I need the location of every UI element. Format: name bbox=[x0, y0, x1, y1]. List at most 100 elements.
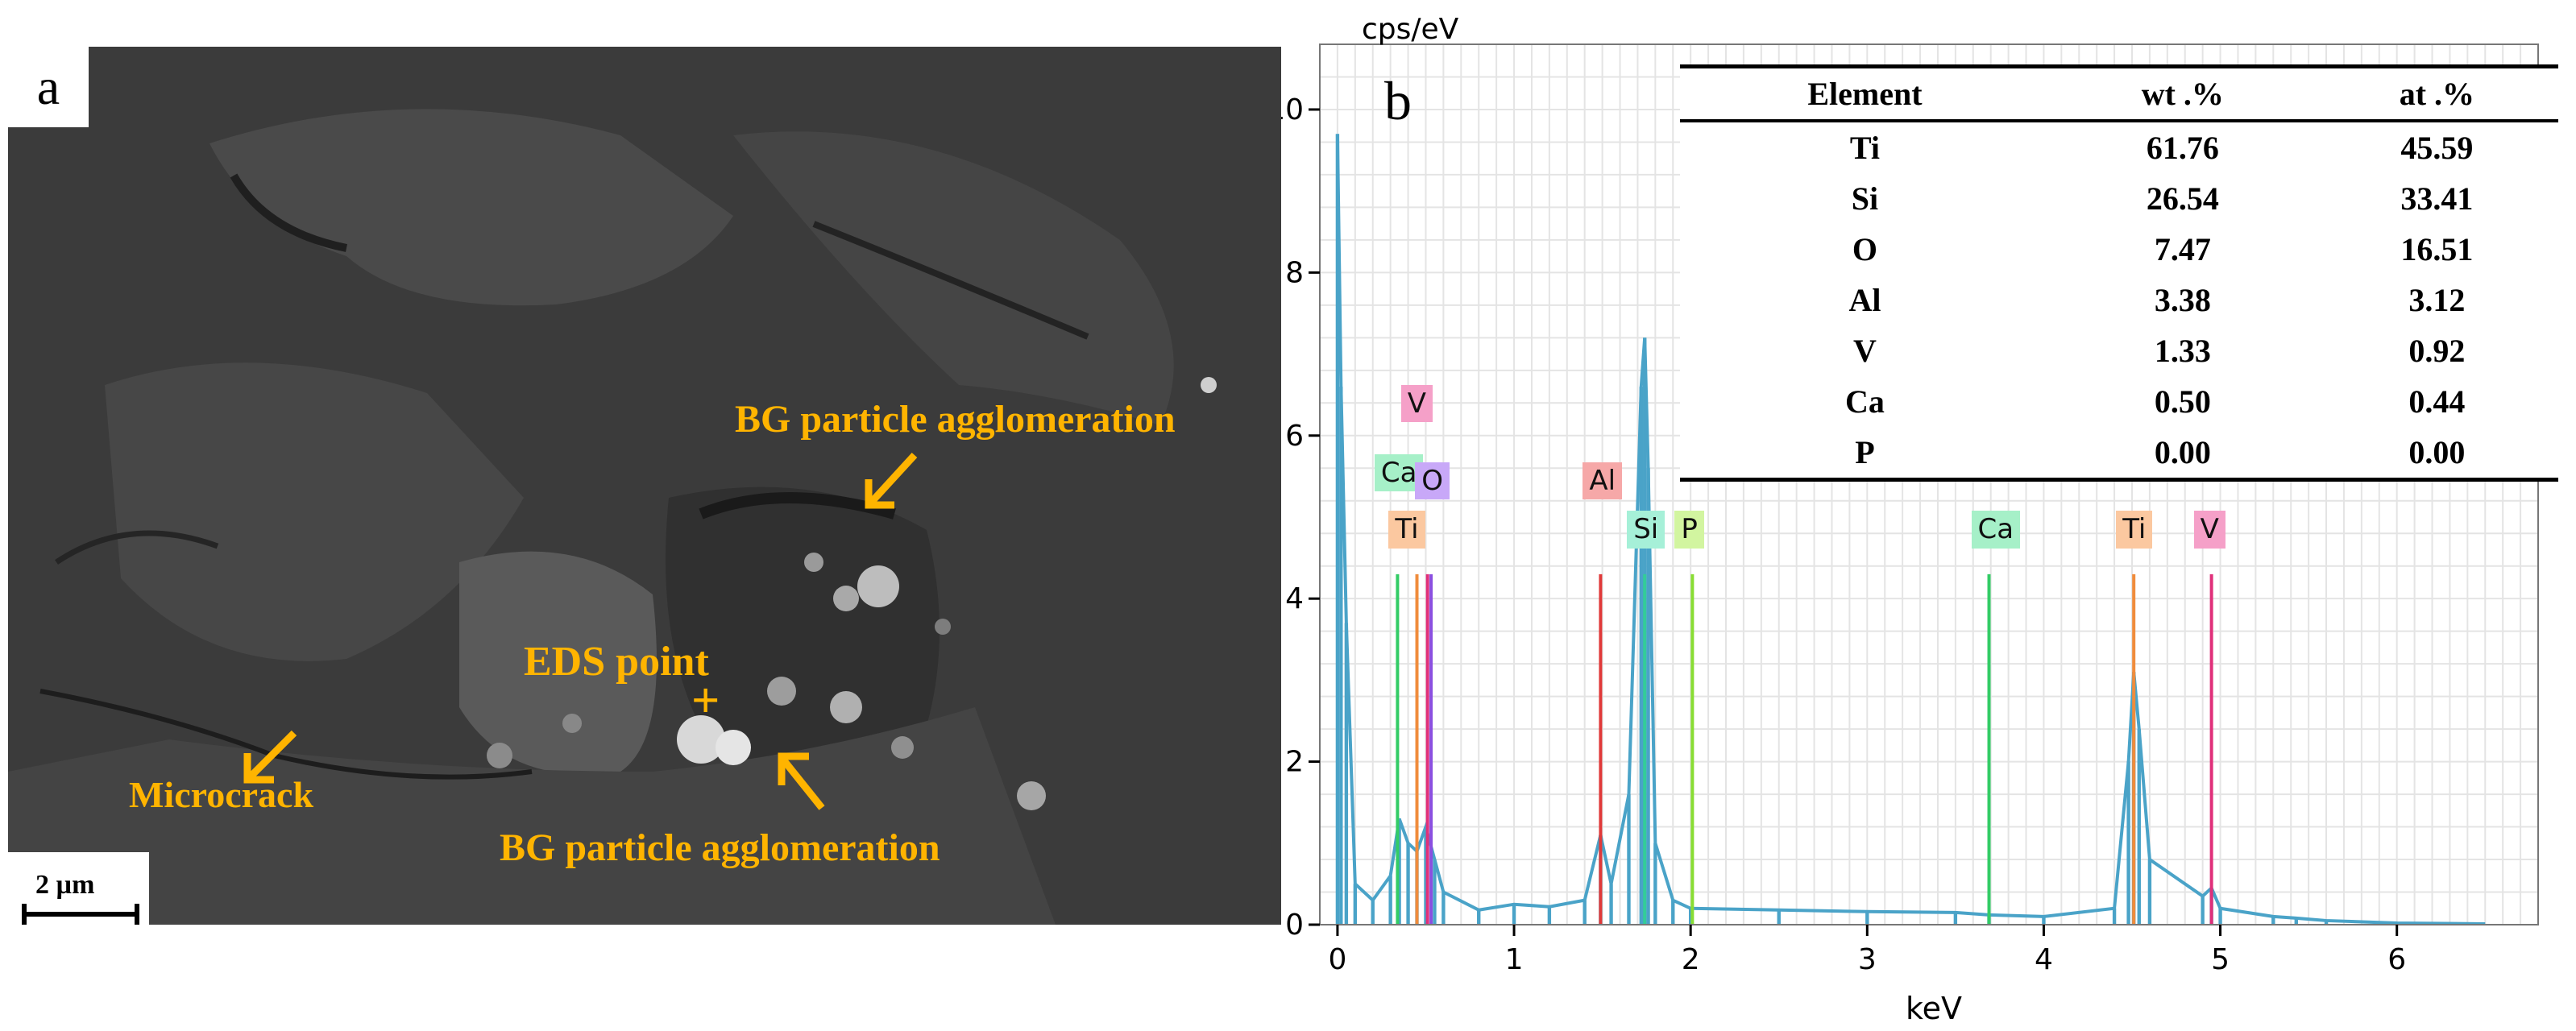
table-row: Ca 0.50 0.44 bbox=[1680, 376, 2558, 427]
table-row: Si 26.54 33.41 bbox=[1680, 173, 2558, 224]
spectrum-bar bbox=[1653, 843, 1657, 925]
spectrum-bar bbox=[1639, 387, 1644, 925]
spectrum-bar bbox=[2147, 859, 2152, 925]
wt-cell: 0.00 bbox=[2154, 434, 2211, 470]
eds-point-crosshair: + bbox=[691, 673, 720, 728]
element-tag-ti: Ti bbox=[1388, 511, 1425, 549]
x-axis-label: keV bbox=[1906, 991, 1962, 1026]
spectrum-bar bbox=[1583, 900, 1587, 925]
element-tag-v: V bbox=[2193, 511, 2225, 549]
x-tick-label: 2 bbox=[1682, 943, 1700, 976]
spectrum-bar bbox=[1388, 876, 1392, 925]
arrow-icon-top bbox=[865, 452, 918, 509]
spectrum-bar bbox=[1353, 884, 1358, 925]
spectrum-bar bbox=[2042, 916, 2046, 925]
spectrum-bar bbox=[1441, 892, 1446, 925]
spectrum-bar bbox=[1512, 904, 1516, 925]
y-axis-label: cps/eV bbox=[1362, 13, 1459, 46]
panel-b-letter: b bbox=[1384, 70, 1412, 131]
x-tick-label: 0 bbox=[1328, 943, 1346, 976]
element-tag-ti: Ti bbox=[2116, 511, 2153, 549]
scale-bar bbox=[22, 904, 139, 925]
spectrum-line bbox=[1335, 134, 2486, 925]
scale-bar-label: 2 µm bbox=[35, 870, 95, 900]
spectrum-bar bbox=[1865, 911, 1869, 925]
spectrum-bar bbox=[2294, 917, 2298, 925]
eds-composition-table: Element wt .% at .% Ti 61.76 45.59 Si 26.54… bbox=[1680, 64, 2558, 482]
spectrum-bar bbox=[1371, 900, 1375, 925]
plot-frame bbox=[1319, 43, 2539, 925]
element-tag-o: O bbox=[1415, 462, 1450, 500]
element-tag-al: Al bbox=[1583, 462, 1623, 500]
wt-cell: 26.54 bbox=[2146, 180, 2219, 217]
y-tick-label: 4 bbox=[1285, 582, 1304, 615]
element-cell: Al bbox=[1848, 282, 1881, 318]
spectrum-bar bbox=[1433, 859, 1437, 925]
x-tick-label: 6 bbox=[2387, 943, 2406, 976]
spectrum-bar bbox=[2271, 916, 2275, 925]
x-tick-label: 1 bbox=[1505, 943, 1524, 976]
y-tick-label: 6 bbox=[1285, 420, 1304, 453]
x-tick-label: 4 bbox=[2035, 943, 2053, 976]
spectrum-bar bbox=[1339, 387, 1343, 925]
table-row: O 7.47 16.51 bbox=[1680, 224, 2558, 275]
axis-layer: 0 1 2 3 4 5 6 0 2 4 6 8 10 bbox=[1281, 43, 2539, 976]
spectrum-bar bbox=[1344, 623, 1349, 925]
element-cell: O bbox=[1852, 231, 1877, 267]
element-cell: Ti bbox=[1849, 130, 1880, 166]
table-row: Al 3.38 3.12 bbox=[1680, 275, 2558, 325]
at-cell: 3.12 bbox=[2408, 282, 2466, 318]
spectrum-bar bbox=[2324, 920, 2329, 925]
arrow-icon-bottom bbox=[778, 752, 825, 810]
spectrum-bar bbox=[1406, 843, 1410, 925]
at-cell: 0.00 bbox=[2408, 434, 2466, 470]
spectrum-bar bbox=[1477, 909, 1481, 925]
table-row: V 1.33 0.92 bbox=[1680, 325, 2558, 376]
wt-cell: 61.76 bbox=[2146, 130, 2219, 166]
spectrum-bar bbox=[1609, 884, 1613, 925]
at-cell: 16.51 bbox=[2400, 231, 2474, 267]
column-header-element: Element bbox=[1807, 76, 1923, 112]
y-tick-label: 0 bbox=[1285, 909, 1304, 942]
spectrum-bar bbox=[1424, 826, 1428, 925]
element-cell: Ca bbox=[1845, 383, 1885, 420]
table-row: P 0.00 0.00 bbox=[1680, 427, 2558, 480]
spectrum-bar bbox=[2201, 896, 2205, 925]
spectrum-bar bbox=[1547, 906, 1552, 925]
spectrum-bar bbox=[2112, 908, 2117, 925]
element-tag-ca: Ca bbox=[1971, 511, 2021, 549]
spectrum-bar bbox=[2137, 729, 2141, 925]
y-tick-label: 10 bbox=[1281, 93, 1304, 126]
spectrum-bar bbox=[1777, 909, 1781, 925]
at-cell: 45.59 bbox=[2400, 130, 2474, 166]
panel-a-letter: a bbox=[8, 47, 89, 127]
spectrum-bar bbox=[1397, 818, 1401, 925]
spectrum-bar bbox=[2218, 908, 2222, 925]
wt-cell: 7.47 bbox=[2154, 231, 2211, 267]
at-cell: 0.44 bbox=[2408, 383, 2466, 420]
wt-cell: 1.33 bbox=[2154, 333, 2211, 369]
sem-texture bbox=[8, 47, 1281, 925]
column-header-wt: wt .% bbox=[2141, 76, 2224, 112]
wt-cell: 3.38 bbox=[2154, 282, 2211, 318]
at-cell: 33.41 bbox=[2400, 180, 2474, 217]
spectrum-bar bbox=[1627, 794, 1631, 925]
bg-agglomeration-label-bottom: BG particle agglomeration bbox=[500, 826, 940, 869]
y-tick-label: 8 bbox=[1285, 256, 1304, 289]
plot-layer bbox=[1335, 134, 2487, 925]
microcrack-label: Microcrack bbox=[129, 774, 314, 815]
at-cell: 0.92 bbox=[2408, 333, 2466, 369]
column-header-at: at .% bbox=[2399, 76, 2475, 112]
x-tick-label: 5 bbox=[2211, 943, 2230, 976]
element-cell: V bbox=[1853, 333, 1877, 369]
table-row: Ti 61.76 45.59 bbox=[1680, 121, 2558, 173]
spectrum-bar bbox=[1953, 912, 1958, 925]
x-tick-label: 3 bbox=[1858, 943, 1877, 976]
spectrum-bar bbox=[1688, 908, 1693, 925]
element-cell: P bbox=[1855, 434, 1875, 470]
sem-micrograph bbox=[8, 47, 1281, 925]
element-cell: Si bbox=[1851, 180, 1879, 217]
spectrum-bar bbox=[1646, 468, 1650, 925]
arrow-icon-microcrack bbox=[243, 730, 297, 784]
eds-point-label: EDS point bbox=[524, 639, 709, 685]
